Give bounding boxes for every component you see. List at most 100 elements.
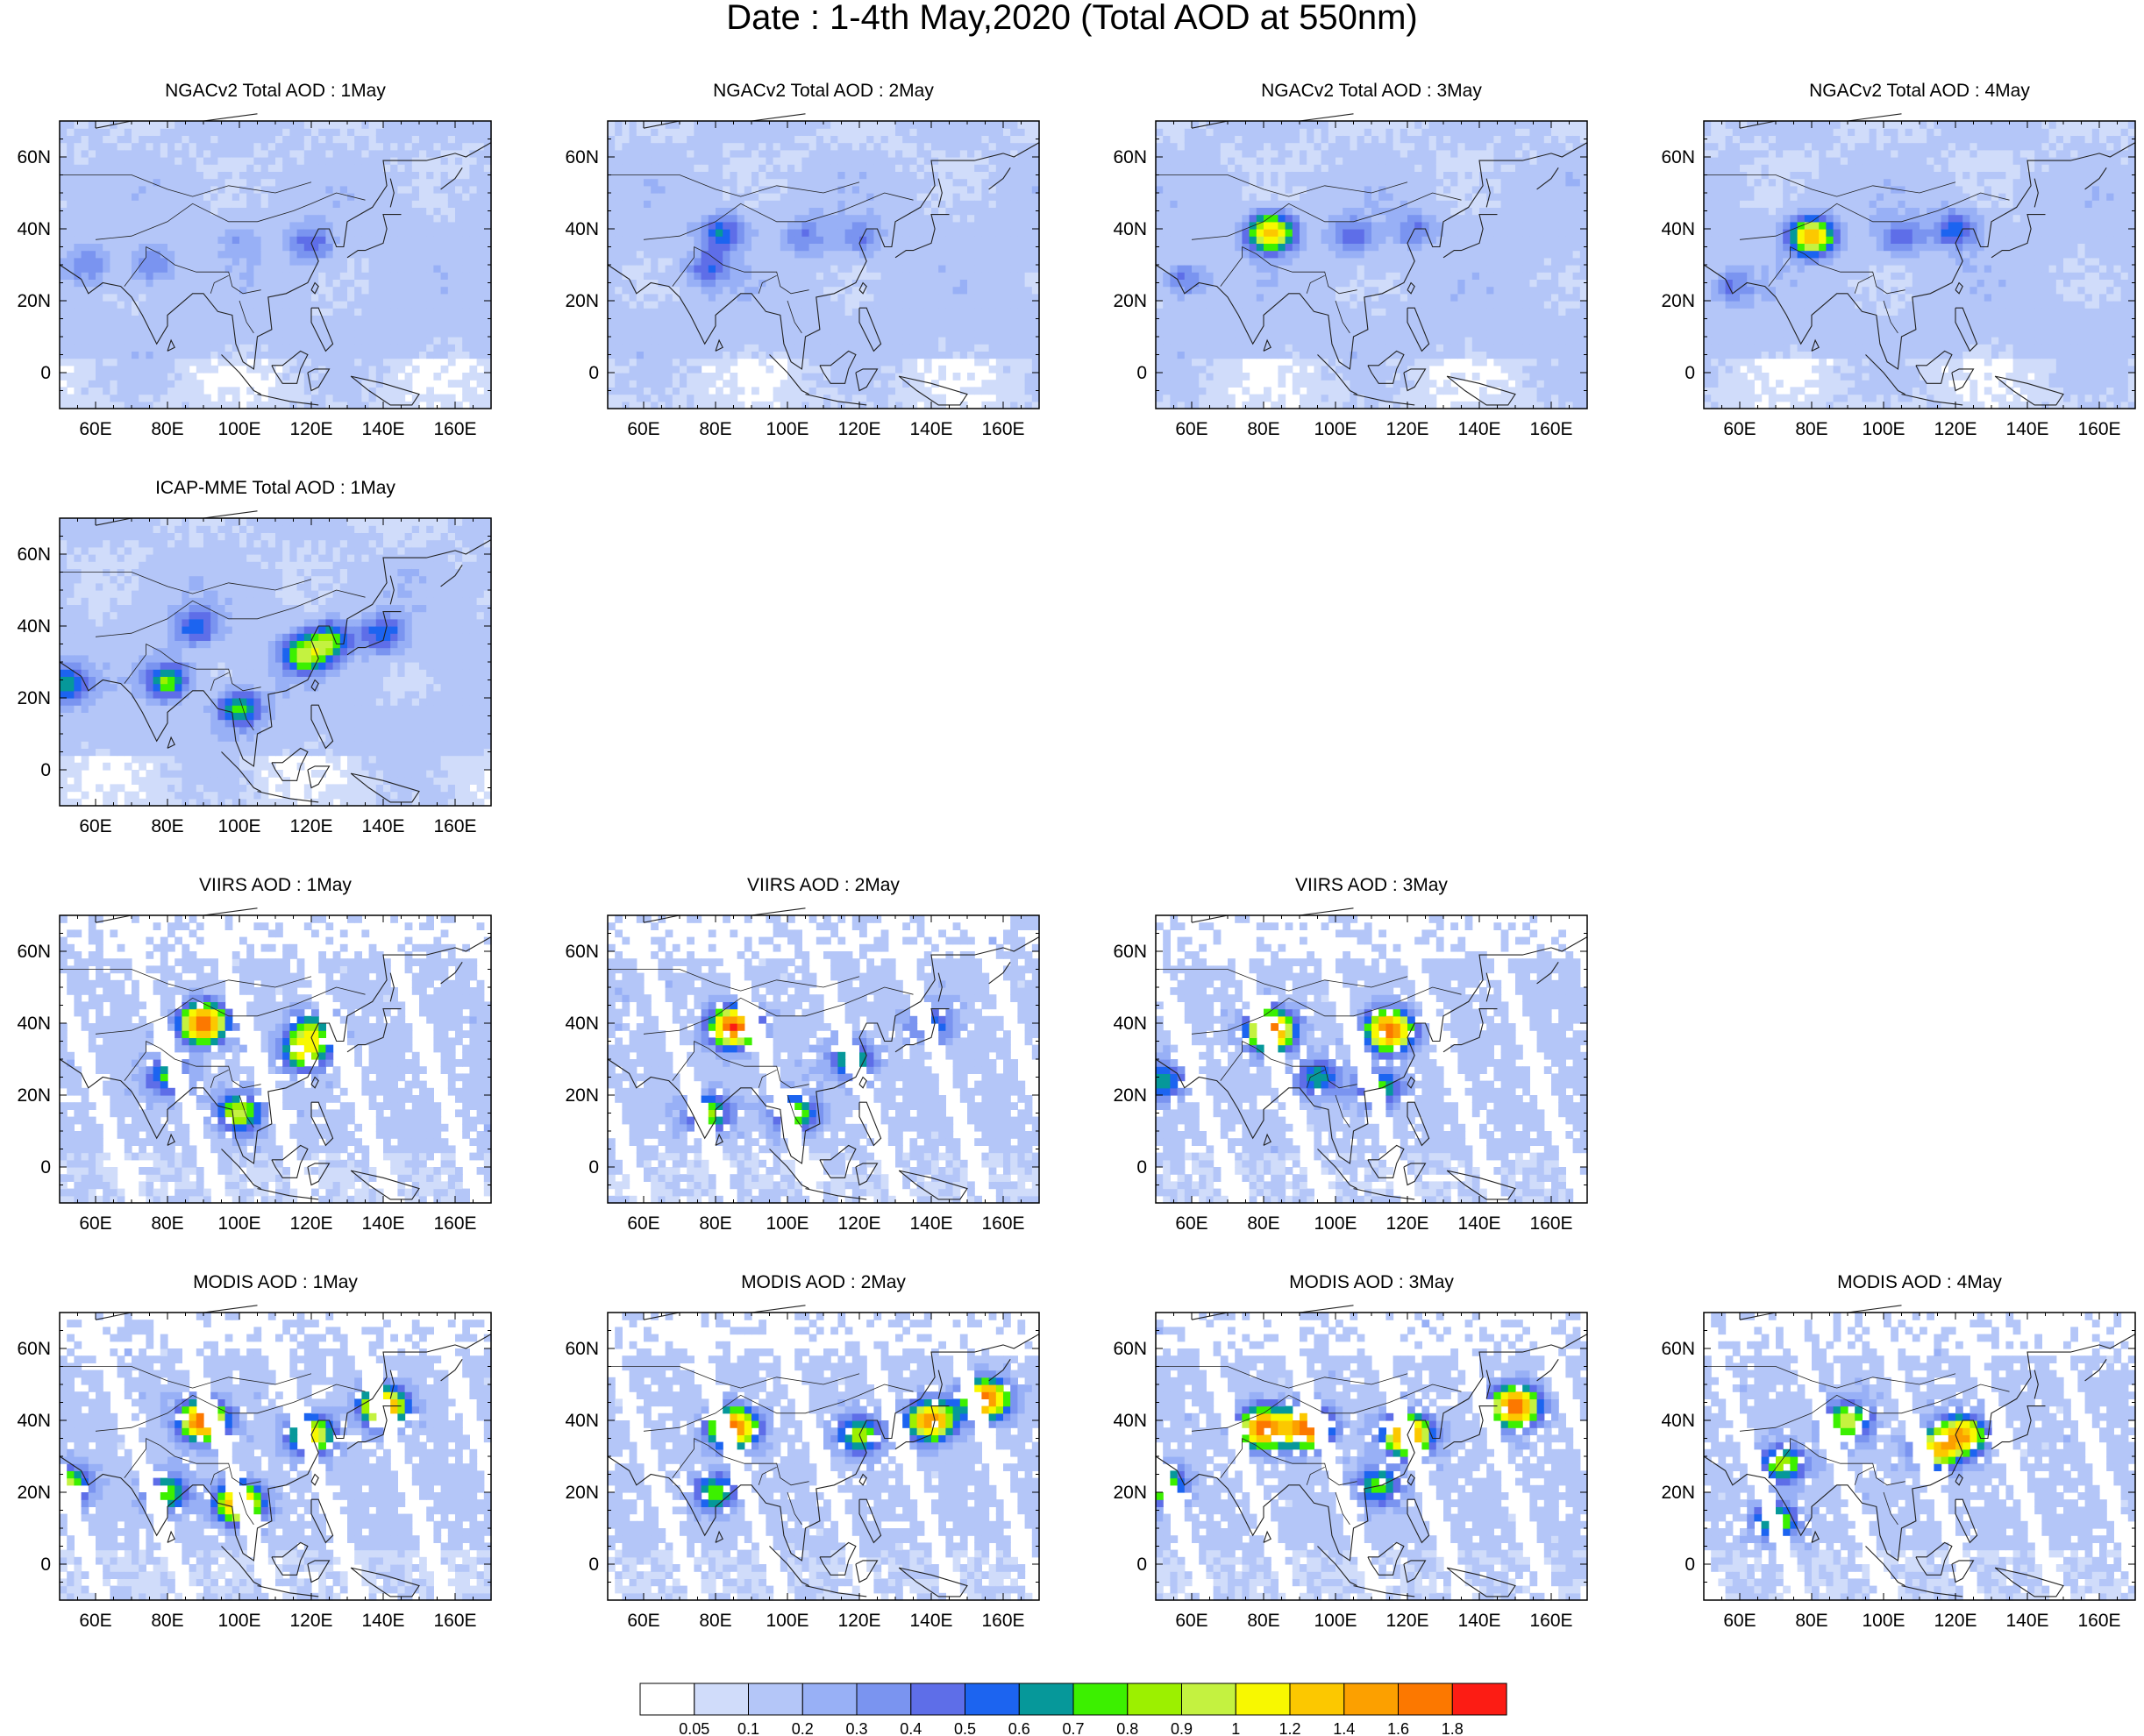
lon-tick-label: 160E <box>981 419 1024 439</box>
aod-map: 60E 80E 100E 120E 140E 160E 60N 40N 20N 0 <box>17 510 492 836</box>
coastline <box>1811 338 1820 352</box>
coastline <box>2084 1358 2107 1382</box>
coastline <box>607 936 1040 1164</box>
coastline <box>1353 1585 1415 1597</box>
country-border <box>672 246 694 287</box>
country-border <box>124 1041 146 1081</box>
colorbar-swatch <box>694 1683 750 1716</box>
country-border <box>239 697 254 731</box>
panel-title: NGACv2 Total AOD : 4May <box>1692 81 2144 102</box>
country-border <box>758 274 777 294</box>
lon-tick-label: 60E <box>1175 1213 1207 1234</box>
colorbar-label: 0.4 <box>900 1720 922 1736</box>
lat-tick-label: 40N <box>17 219 51 239</box>
lat-tick-label: 20N <box>565 1085 599 1106</box>
lon-tick-label: 100E <box>766 419 808 439</box>
coastline <box>1915 1541 1953 1576</box>
coastline <box>350 1567 420 1597</box>
lon-tick-label: 160E <box>1529 1213 1572 1234</box>
coastline <box>1703 142 2136 370</box>
aod-map: 60E 80E 100E 120E 140E 160E 60N 40N 20N 0 <box>1661 1305 2136 1631</box>
coastline <box>1915 350 1953 384</box>
country-border <box>787 1094 802 1128</box>
coastline <box>257 394 319 406</box>
lat-tick-label: 60N <box>1113 942 1147 962</box>
lat-tick-label: 20N <box>565 1483 599 1503</box>
coastline <box>1536 1358 1559 1382</box>
lon-tick-label: 80E <box>699 419 731 439</box>
coastline <box>855 1560 879 1583</box>
lat-tick-label: 40N <box>565 219 599 239</box>
lat-tick-label: 20N <box>17 291 51 311</box>
lon-tick-label: 60E <box>1723 1611 1756 1631</box>
coastline <box>607 1334 1040 1562</box>
coastline <box>310 704 334 750</box>
lon-tick-label: 120E <box>837 1611 880 1631</box>
country-border <box>1790 1438 1905 1486</box>
coastline <box>1367 1144 1405 1178</box>
coastline <box>805 1585 867 1597</box>
lon-tick-label: 100E <box>1314 419 1357 439</box>
aod-map: 60E 80E 100E 120E 140E 160E 60N 40N 20N 0 <box>1113 113 1588 439</box>
coastline <box>1353 1188 1415 1200</box>
lat-tick-label: 60N <box>565 147 599 167</box>
colorbar-swatch <box>1235 1683 1291 1716</box>
coastline <box>271 350 309 384</box>
coastline <box>1485 178 1491 208</box>
coastline <box>1403 368 1427 392</box>
country-border <box>1191 192 1462 240</box>
aod-map: 60E 80E 100E 120E 140E 160E 60N 40N 20N 0 <box>565 1305 1040 1631</box>
panel-title: MODIS AOD : 1May <box>47 1272 503 1293</box>
coastline <box>1442 1405 1498 1450</box>
coastline <box>715 1530 723 1543</box>
coastline <box>257 791 319 803</box>
panel-title: MODIS AOD : 3May <box>1143 1272 1599 1293</box>
lon-tick-label: 120E <box>289 816 332 836</box>
country-border <box>60 969 312 992</box>
country-border <box>124 1438 146 1478</box>
lat-tick-label: 60N <box>1113 147 1147 167</box>
colorbar-label: 0.05 <box>679 1720 709 1736</box>
coastline <box>1446 375 1516 406</box>
lon-tick-label: 100E <box>766 1213 808 1234</box>
lat-tick-label: 0 <box>1136 363 1147 383</box>
country-border <box>1242 246 1357 295</box>
coastline <box>389 178 395 208</box>
coastline <box>346 214 402 259</box>
coastline <box>346 611 402 656</box>
lat-tick-label: 0 <box>1136 1157 1147 1177</box>
country-border <box>1335 1491 1350 1526</box>
lon-tick-label: 140E <box>2005 1611 2048 1631</box>
lon-tick-label: 60E <box>79 1611 111 1631</box>
country-border <box>643 1384 914 1432</box>
coastline <box>2084 167 2107 190</box>
country-border <box>60 174 312 197</box>
country-border <box>1704 1366 1956 1389</box>
colorbar-label: 0.7 <box>1062 1720 1084 1736</box>
lat-tick-label: 40N <box>1661 219 1695 239</box>
lat-tick-label: 60N <box>1661 1339 1695 1359</box>
country-border <box>95 986 366 1035</box>
coastline <box>1536 961 1559 985</box>
country-border <box>672 1438 694 1478</box>
lat-tick-label: 60N <box>565 942 599 962</box>
lon-tick-label: 120E <box>1934 1611 1977 1631</box>
coastline <box>1155 936 1588 1164</box>
aod-map: 60E 80E 100E 120E 140E 160E 60N 40N 20N 0 <box>17 113 492 439</box>
coastline <box>769 354 809 395</box>
country-border <box>60 1366 312 1389</box>
aod-field <box>1156 915 1588 1204</box>
coastline <box>167 1530 175 1543</box>
country-border <box>758 1069 777 1088</box>
lat-tick-label: 0 <box>1685 363 1695 383</box>
lat-tick-label: 40N <box>1113 1411 1147 1431</box>
lon-tick-label: 140E <box>2005 419 2048 439</box>
colorbar-label: 0.1 <box>737 1720 759 1736</box>
country-border <box>124 644 146 684</box>
coastline <box>1446 1170 1516 1200</box>
aod-field <box>1156 121 1588 409</box>
coastline <box>1955 1473 1963 1486</box>
coastline <box>167 1133 175 1146</box>
coastline <box>221 354 261 395</box>
colorbar-label: 1.4 <box>1333 1720 1355 1736</box>
